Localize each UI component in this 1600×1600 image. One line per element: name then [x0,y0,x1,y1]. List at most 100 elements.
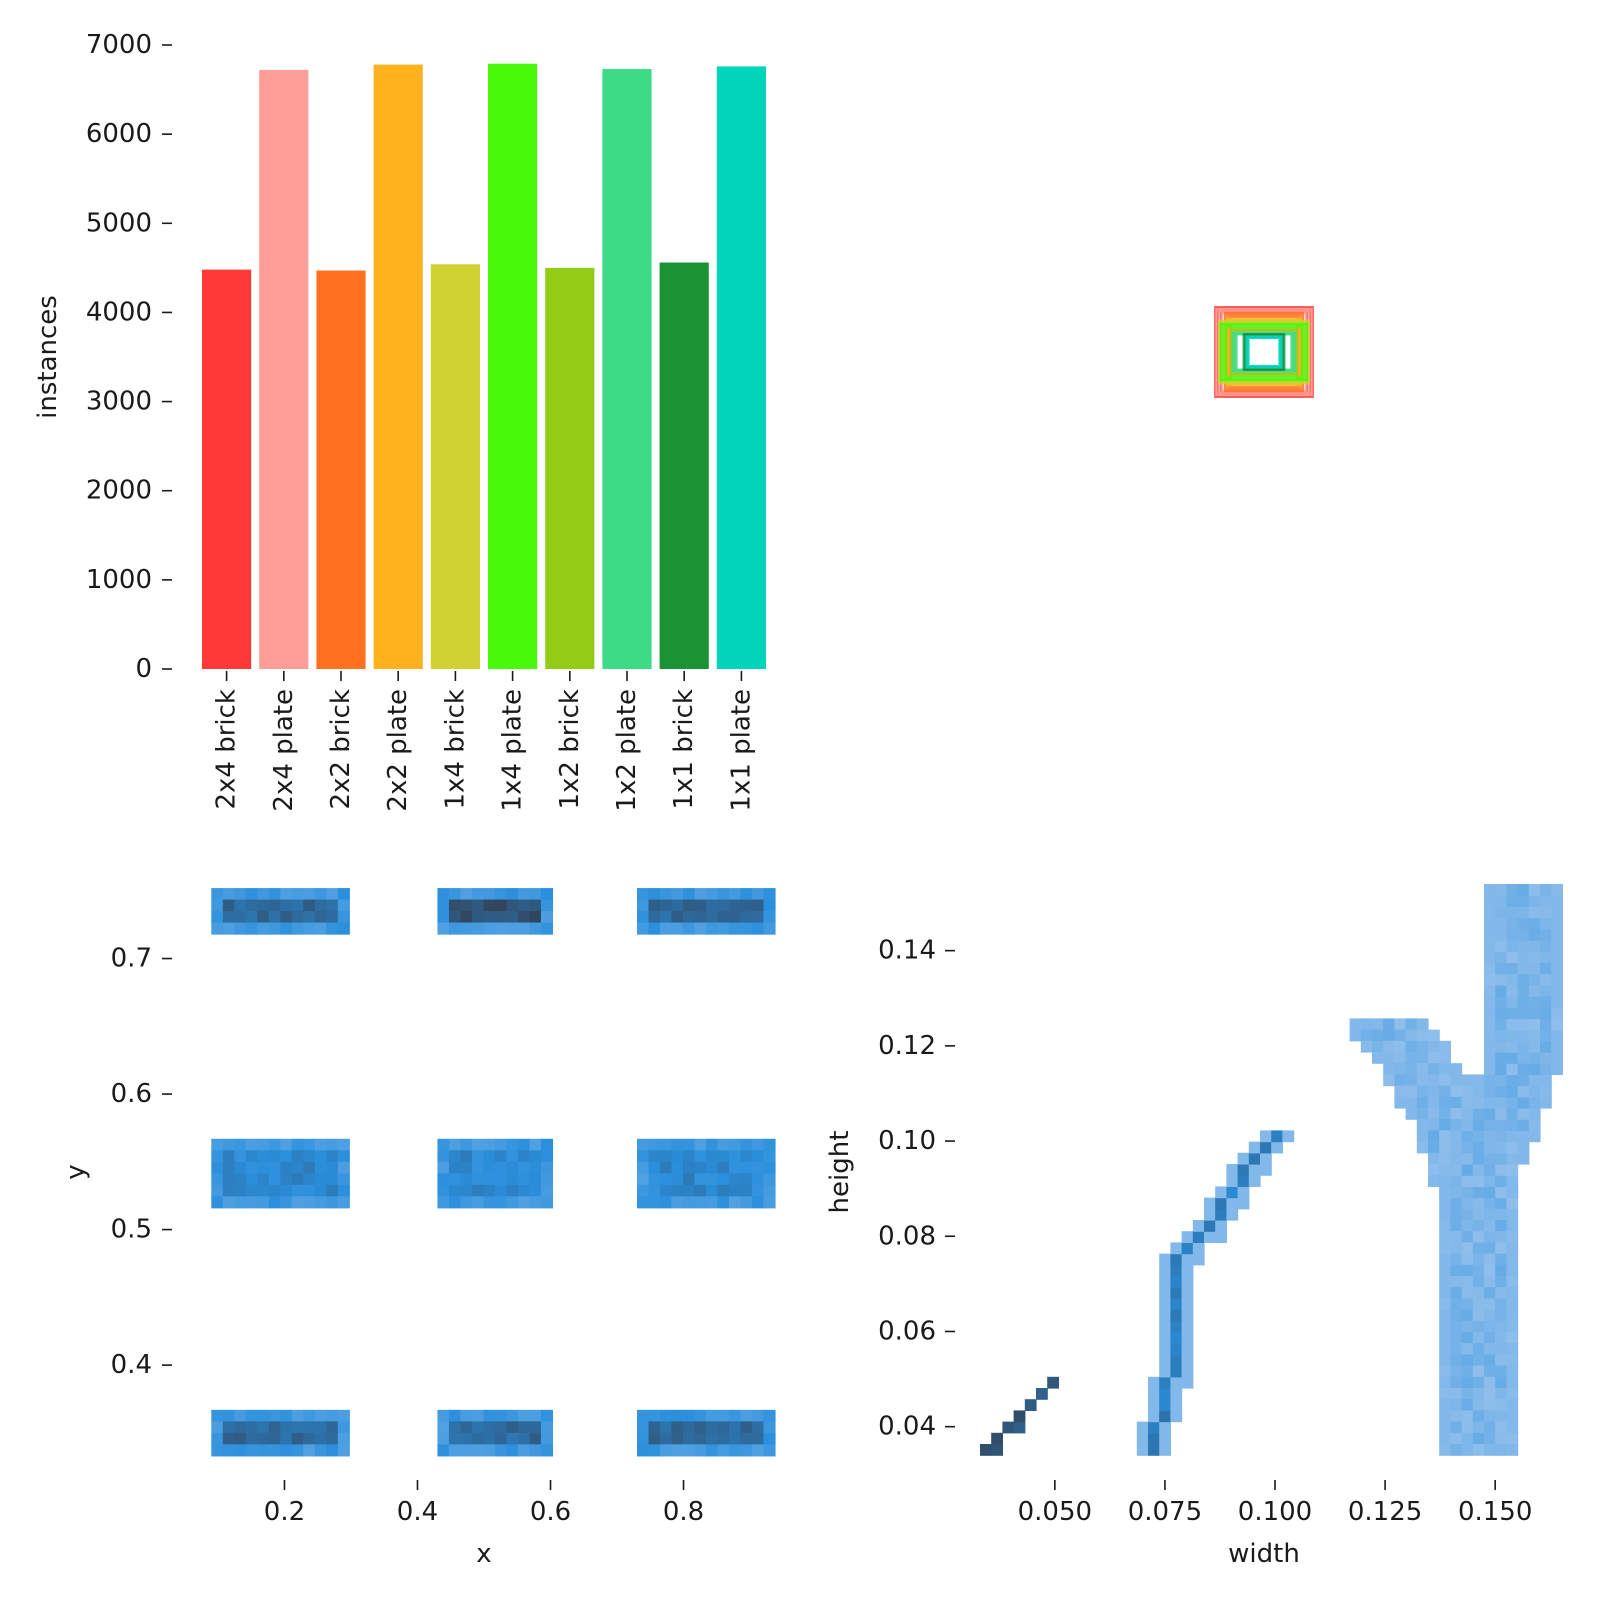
heat-cell [1506,996,1519,1008]
heat-cell [1450,1231,1463,1243]
heat-cell [740,888,753,901]
heat-cell [517,888,531,901]
heat-cell [494,1444,508,1457]
heat-cell [1484,1320,1496,1333]
heat-cell [1495,1231,1507,1243]
heat-cell [1461,1287,1474,1299]
heat-cell [1484,1096,1496,1109]
x-tick-label: 2x4 plate [269,689,299,812]
heat-cell [471,1196,485,1209]
heat-cell [1495,1253,1507,1266]
heat-cell [728,888,742,901]
heat-cell [222,922,235,935]
heat-cell [1360,1018,1373,1031]
heat-cell [1439,1365,1451,1378]
heat-cell [1248,1164,1261,1176]
heat-cell [1540,895,1552,907]
heat-cell [506,888,519,901]
heat-cell [1484,884,1496,896]
heat-cell [448,911,462,924]
heat-cell [1472,1298,1485,1311]
box-1x1-brick [1242,332,1286,372]
heat-cell [728,1138,742,1151]
heat-cell [1372,1040,1384,1053]
heat-cell [659,1184,673,1197]
heat-cell [529,1196,542,1209]
heat-cell [1439,1298,1451,1311]
heat-cell [1484,1287,1496,1299]
heat-cell [1170,1376,1183,1389]
box-1x2-brick [1229,327,1299,377]
y-tick-label: 0.7 [111,944,152,974]
heat-cell [483,1150,496,1163]
heat-cell [245,888,258,901]
y-axis-label: height [825,1131,855,1214]
heat-cell [682,1421,696,1434]
heat-cell [222,899,235,912]
heat-cell [1495,1186,1507,1199]
heat-cell [1484,1354,1496,1367]
heat-cell [671,922,684,935]
y-axis-label: instances [33,295,63,419]
heat-cell [1528,1040,1541,1053]
heat-cell [222,1421,235,1434]
x-tick-label: 0.150 [1458,1497,1532,1527]
box-1x4-plate [1222,324,1306,380]
heat-cell [1439,1096,1451,1109]
heat-cell [1506,1399,1519,1411]
heat-cell [1472,1197,1485,1210]
heat-cell [460,899,473,912]
heat-cell [517,1196,531,1209]
heat-cell [529,1138,542,1151]
heat-cell [1394,1052,1407,1064]
heat-cell [705,1432,719,1445]
heat-cell [1159,1354,1171,1367]
heat-cell [1495,1298,1507,1311]
heat-cell [483,911,496,924]
heat-cell [705,1150,719,1163]
heat-cell [234,1432,247,1445]
heat-cell [471,1173,485,1186]
heat-cell [291,899,304,912]
x-tick-label: 1x1 plate [726,689,756,812]
heat-cell [1439,1152,1451,1165]
heat-cell [1517,1040,1530,1053]
heat-cell [1450,1365,1463,1378]
heat-cell [751,1444,765,1457]
heat-cell [494,1161,508,1174]
heat-cell [1405,1052,1418,1064]
heat-cell [1450,1287,1463,1299]
heat-cell [1506,1164,1519,1176]
heat-cell [1237,1186,1250,1199]
heat-cell [257,1150,270,1163]
heat-cell [1383,1074,1395,1087]
heat-cell [540,1444,554,1457]
heat-cell [1551,940,1563,952]
bar-1x4-brick [430,264,480,669]
heat-cell [1484,1029,1496,1042]
heat-cell [1506,1320,1519,1333]
heat-cell [268,1432,281,1445]
heat-cell [234,899,247,912]
heat-cell [705,922,719,935]
heat-cell [471,1444,485,1457]
heat-cell [303,888,316,901]
heat-cell [1472,1354,1485,1367]
heat-cell [1495,1119,1507,1131]
heat-cell [763,1150,776,1163]
heat-cell [1472,1074,1485,1087]
heat-cell [303,922,316,935]
heat-cell [1394,1085,1407,1098]
x-tick-label: 0.075 [1128,1497,1202,1527]
heat-cell [471,1184,485,1197]
heat-cell [671,1138,684,1151]
heat-cell [234,1409,247,1422]
heat-cell [1136,1432,1149,1445]
heat-cell [1472,1164,1485,1176]
y-tick-label: 0.6 [111,1079,152,1109]
heat-cell [1461,1164,1474,1176]
heat-cell [494,1421,508,1434]
heat-cell [1136,1421,1149,1434]
heat-cell [648,1161,661,1174]
heat-cell [1181,1365,1194,1378]
